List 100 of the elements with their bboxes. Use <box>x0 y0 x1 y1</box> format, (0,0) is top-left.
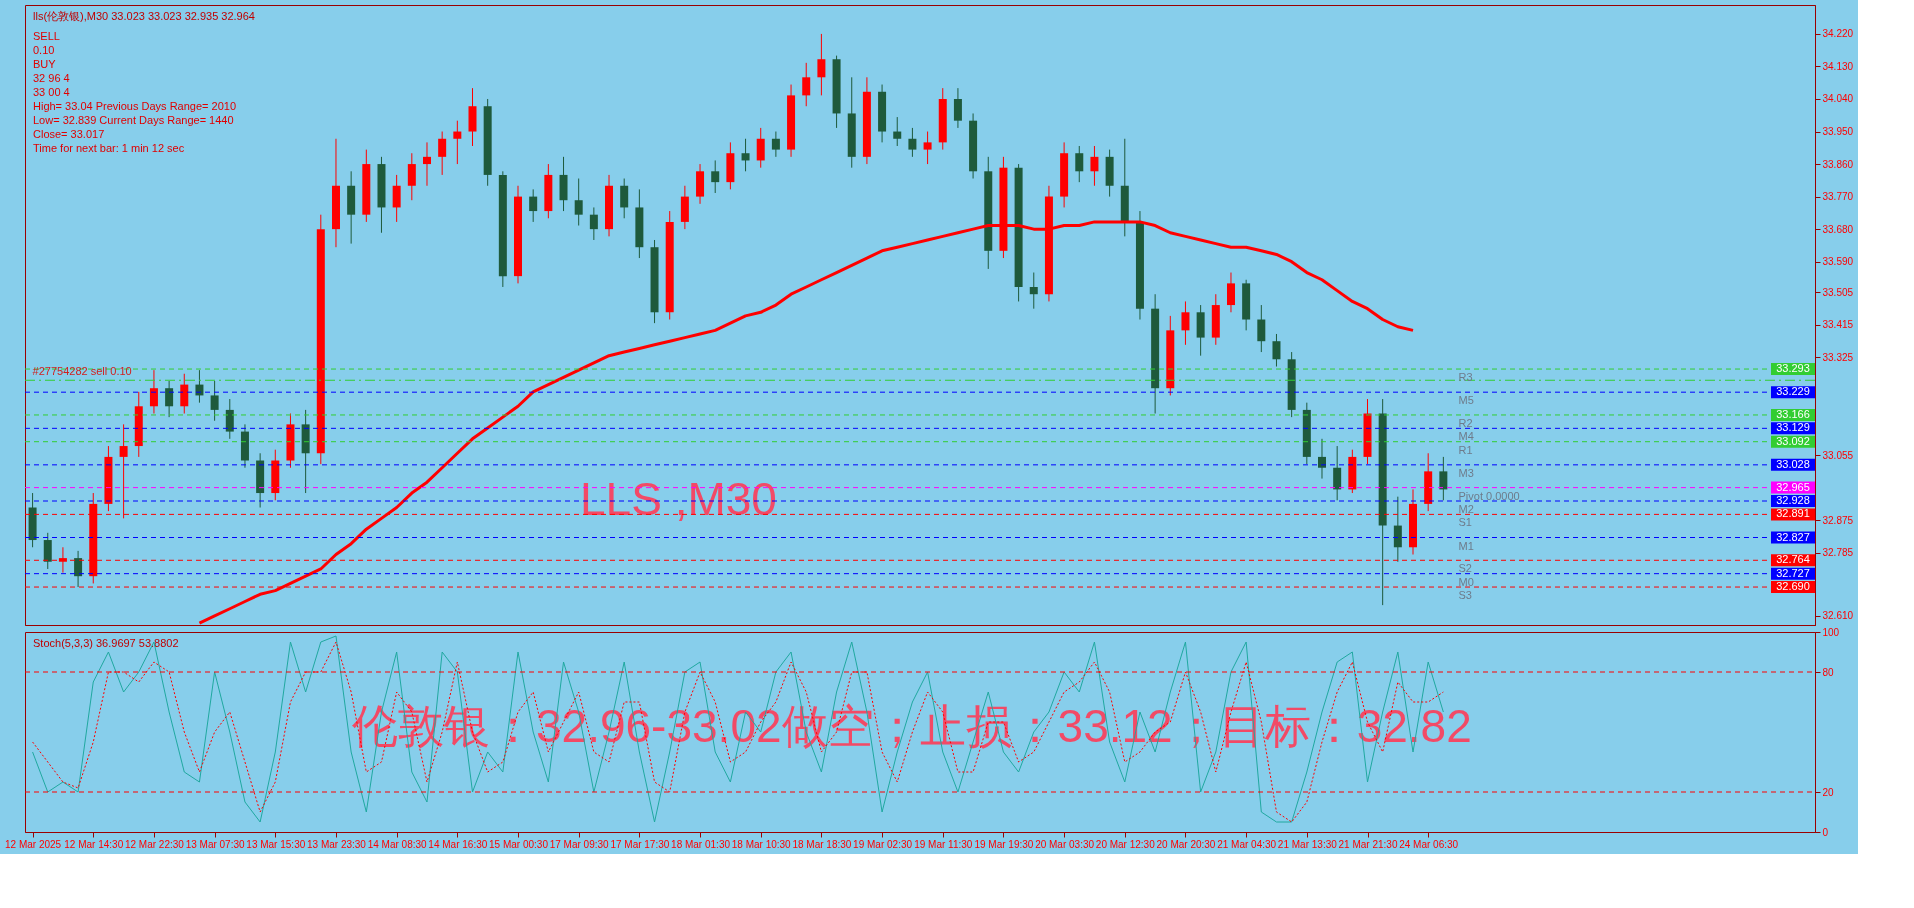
annotation: S3 <box>1458 589 1472 602</box>
y-tick-label: 32.875 <box>1822 514 1854 526</box>
ref-line-label: 32.827 <box>1776 530 1810 543</box>
ref-line-label: 33.293 <box>1776 362 1810 375</box>
candlestick <box>741 138 750 172</box>
candlestick <box>1272 333 1281 368</box>
ref-line-label: 32.928 <box>1776 494 1810 506</box>
ref-line-label: 32.727 <box>1776 566 1810 579</box>
x-tick-label: 13 Mar 23:30 <box>307 838 367 850</box>
candlestick <box>407 152 416 201</box>
text: LLS ,M30 <box>580 473 777 525</box>
candlestick <box>908 127 917 158</box>
ref-line-label: 32.690 <box>1776 580 1810 593</box>
x-tick-label: 13 Mar 07:30 <box>185 838 246 850</box>
y-tick-label: 33.055 <box>1822 449 1854 461</box>
annotation: Pivot 0.0000 <box>1458 489 1520 502</box>
annotation: S2 <box>1458 562 1472 575</box>
candlestick <box>438 131 447 176</box>
annotation: 0.10 <box>33 44 55 56</box>
y-tick-label: 34.220 <box>1822 28 1854 40</box>
candlestick <box>225 398 234 440</box>
x-tick-label: 14 Mar 08:30 <box>367 838 428 850</box>
annotation: BUY <box>33 58 57 70</box>
x-tick-label: 15 Mar 00:30 <box>489 838 549 850</box>
candlestick <box>756 127 765 169</box>
candlestick <box>165 380 174 418</box>
candlestick <box>1029 272 1038 310</box>
chart-title: lls(伦敦银),M30 33.023 33.023 32.935 32.964 <box>33 10 255 22</box>
y-tick-label: 100 <box>1822 626 1840 638</box>
candlestick <box>620 178 629 219</box>
x-tick-label: 20 Mar 12:30 <box>1095 838 1156 850</box>
x-tick-label: 21 Mar 13:30 <box>1277 838 1338 850</box>
x-tick-label: 12 Mar 14:30 <box>64 838 124 850</box>
x-tick-label: 21 Mar 04:30 <box>1217 838 1277 850</box>
annotation: 32 96 4 <box>33 72 70 84</box>
x-tick-label: 24 Mar 06:30 <box>1399 838 1459 850</box>
ref-line-label: 33.129 <box>1776 421 1810 434</box>
ref-line-label: 32.764 <box>1776 553 1810 566</box>
candlestick <box>1317 438 1326 480</box>
candlestick <box>893 116 902 147</box>
candlestick <box>43 532 52 570</box>
x-tick-label: 19 Mar 02:30 <box>853 838 913 850</box>
x-tick-label: 13 Mar 15:30 <box>246 838 306 850</box>
candlestick <box>453 120 462 165</box>
candlestick <box>771 131 780 158</box>
y-tick-label: 33.590 <box>1822 256 1854 268</box>
ref-line-label: 33.229 <box>1776 385 1810 398</box>
candlestick <box>1257 304 1266 353</box>
y-tick-label: 33.415 <box>1822 319 1854 331</box>
candlestick <box>1181 300 1190 346</box>
y-tick-label: 32.610 <box>1822 610 1854 622</box>
annotation: M5 <box>1458 394 1474 407</box>
candlestick <box>1393 496 1402 563</box>
chart-title: Stoch(5,3,3) 36.9697 53.8802 <box>33 637 179 649</box>
annotation: R1 <box>1458 443 1473 456</box>
candlestick <box>923 131 932 165</box>
x-tick-label: 12 Mar 22:30 <box>124 838 185 850</box>
candlestick <box>74 550 83 588</box>
x-tick-label: 19 Mar 11:30 <box>914 838 973 850</box>
annotation: SELL <box>33 30 60 42</box>
annotation: 33 00 4 <box>33 86 70 98</box>
annotation: M3 <box>1458 466 1474 479</box>
y-tick-label: 33.325 <box>1822 351 1854 363</box>
candlestick <box>802 62 811 107</box>
annotation: M4 <box>1458 430 1474 443</box>
candlestick <box>574 178 583 227</box>
y-tick-label: 34.130 <box>1822 60 1854 72</box>
annotation: Time for next bar: 1 min 12 sec <box>33 142 185 154</box>
annotation: M2 <box>1458 503 1474 515</box>
candlestick <box>149 369 158 415</box>
ref-line-label: 33.092 <box>1776 434 1810 447</box>
candlestick <box>817 33 826 96</box>
annotation: High= 33.04 Previous Days Range= 2010 <box>33 100 237 112</box>
y-tick-label: 20 <box>1822 786 1835 798</box>
y-tick-label: 33.770 <box>1822 191 1854 203</box>
candlestick <box>422 141 431 187</box>
y-tick-label: 0 <box>1822 826 1829 838</box>
candlestick <box>1075 145 1084 183</box>
candlestick <box>589 206 598 241</box>
annotation: Low= 32.839 Current Days Range= 1440 <box>33 114 234 126</box>
annotation: M0 <box>1458 575 1474 588</box>
x-tick-label: 17 Mar 09:30 <box>549 838 610 850</box>
ref-line-label: 32.891 <box>1776 507 1810 520</box>
candlestick <box>210 380 219 422</box>
x-tick-label: 18 Mar 10:30 <box>731 838 792 850</box>
candlestick <box>1226 272 1235 313</box>
y-tick-label: 33.950 <box>1822 126 1854 138</box>
y-tick-label: 33.860 <box>1822 158 1854 170</box>
y-tick-label: 32.785 <box>1822 547 1854 559</box>
candlestick <box>392 174 401 223</box>
x-tick-label: 19 Mar 19:30 <box>974 838 1034 850</box>
x-tick-label: 21 Mar 21:30 <box>1338 838 1398 850</box>
annotation: S1 <box>1458 516 1472 529</box>
annotation: M1 <box>1458 539 1474 552</box>
x-tick-label: 14 Mar 16:30 <box>428 838 488 850</box>
candlestick <box>1090 145 1099 187</box>
candlestick <box>529 188 538 223</box>
x-tick-label: 18 Mar 18:30 <box>792 838 852 850</box>
ref-line-label: 33.028 <box>1776 457 1810 470</box>
ref-line-label: 33.166 <box>1776 407 1810 420</box>
